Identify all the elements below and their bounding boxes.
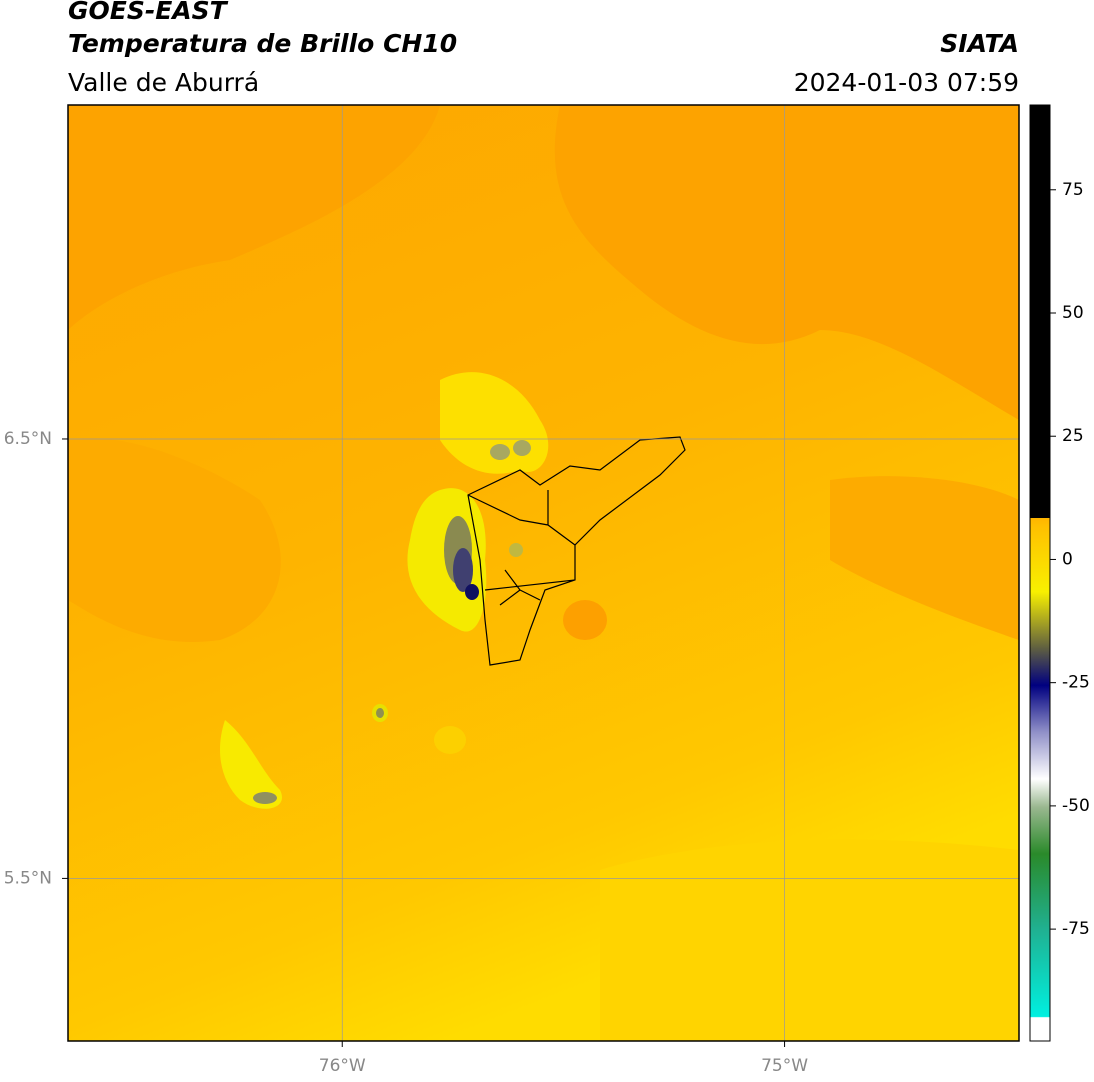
colorbar-tick-label: 50 [1062, 303, 1084, 323]
source: SIATA [940, 29, 1019, 58]
x-tick-label: 75°W [761, 1056, 808, 1076]
colorbar-tick-label: -50 [1062, 796, 1090, 816]
colorbar-tick-label: -25 [1062, 673, 1090, 693]
region: Valle de Aburrá [68, 68, 259, 97]
title: GOES-EAST [68, 0, 229, 25]
graticule [62, 105, 1019, 1047]
colorbar-tick-label: 25 [1062, 426, 1084, 446]
colorbar-frame [1029, 104, 1051, 1042]
colorbar-top [1030, 105, 1050, 518]
x-tick-label: 76°W [319, 1056, 366, 1076]
colorbar-tick-label: -75 [1062, 919, 1090, 939]
datetime: 2024-01-03 07:59 [794, 68, 1019, 97]
valley-outline [467, 436, 686, 666]
map-field [68, 105, 1019, 1041]
y-tick-label: 6.5°N [4, 429, 52, 449]
y-tick-label: 5.5°N [4, 868, 52, 888]
map-frame [67, 104, 1020, 1042]
colorbar-tick-label: 75 [1062, 180, 1084, 200]
colorbar-ticks [1050, 189, 1056, 930]
colorbar-tick-label: 0 [1062, 549, 1073, 569]
subtitle: Temperatura de Brillo CH10 [68, 29, 457, 58]
